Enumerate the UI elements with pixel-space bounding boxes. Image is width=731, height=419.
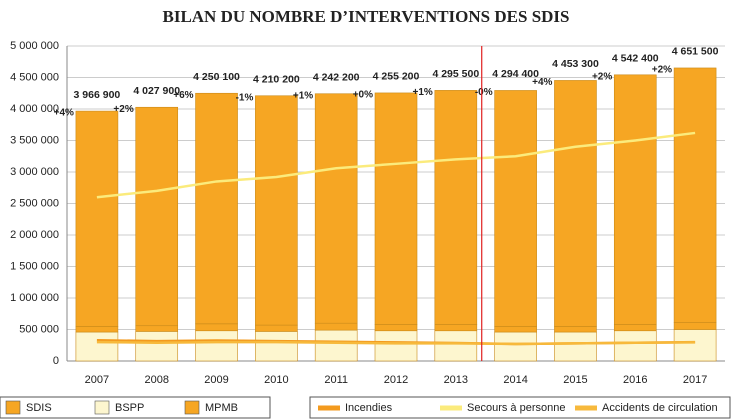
x-tick-label: 2015 (563, 374, 587, 386)
bar-segment (673, 329, 717, 362)
x-tick-label: 2007 (85, 374, 109, 386)
y-tick-label: 3 000 000 (10, 166, 59, 178)
y-tick-label: 500 000 (19, 323, 59, 335)
y-tick-label: 2 500 000 (10, 197, 59, 209)
bar-segment (374, 324, 418, 332)
bar-segment (75, 110, 119, 327)
bar-segment (434, 330, 478, 362)
legend-swatch (94, 400, 110, 415)
total-label: 4 250 100 (193, 71, 240, 83)
bar-segment (613, 324, 657, 332)
bar-segment (374, 330, 418, 362)
change-label: +0% (353, 90, 373, 101)
total-label: 4 295 500 (432, 68, 479, 80)
legend-label: Accidents de circulation (602, 402, 718, 414)
change-label: +6% (173, 90, 193, 101)
total-label: 4 027 900 (133, 85, 180, 97)
y-tick-label: 4 500 000 (10, 71, 59, 83)
legend-label: BSPP (115, 402, 144, 414)
legend-box (0, 396, 271, 419)
x-tick-label: 2012 (384, 374, 408, 386)
change-label: +4% (532, 77, 552, 88)
x-tick-label: 2011 (324, 374, 348, 386)
y-tick-label: 1 500 000 (10, 260, 59, 272)
y-tick-label: 4 000 000 (10, 103, 59, 115)
bar-segment (135, 331, 179, 362)
x-tick-label: 2017 (683, 374, 707, 386)
legend-swatch (5, 400, 21, 415)
bar-segment (494, 326, 537, 333)
total-label: 4 651 500 (672, 46, 719, 58)
bar-segment (135, 325, 179, 332)
legend-swatch (184, 400, 200, 415)
bar-segment (135, 106, 179, 327)
bar-segment (554, 80, 597, 327)
bar-segment (434, 90, 478, 325)
change-label: +1% (413, 87, 433, 98)
bar-segment (494, 90, 537, 327)
bar-segment (314, 329, 358, 362)
bar-segment (75, 326, 119, 333)
bar-segment (255, 95, 298, 326)
x-tick-label: 2010 (264, 374, 288, 386)
bar-segment (673, 67, 717, 323)
x-tick-label: 2009 (204, 374, 228, 386)
x-tick-label: 2008 (144, 374, 168, 386)
y-tick-label: 2 000 000 (10, 229, 59, 241)
y-tick-label: 0 (53, 355, 59, 367)
total-label: 4 242 200 (313, 72, 360, 84)
bar-segment (195, 323, 238, 332)
bar-segment (494, 331, 537, 362)
bar-segment (255, 331, 298, 362)
total-label: 4 255 200 (373, 71, 420, 83)
bar-segment (314, 322, 358, 331)
legend-label: MPMB (205, 402, 238, 414)
change-label: +2% (592, 71, 612, 82)
bar-segment (673, 322, 717, 330)
x-tick-label: 2013 (444, 374, 468, 386)
bar-segment (75, 331, 119, 362)
bar-segment (255, 324, 298, 332)
y-tick-label: 5 000 000 (10, 40, 59, 52)
bar-segment (195, 92, 238, 325)
change-label: +4% (54, 108, 74, 119)
x-tick-label: 2014 (503, 374, 527, 386)
bar-segment (314, 93, 358, 324)
bar-segment (554, 331, 597, 362)
bar-segment (195, 330, 238, 362)
legend-label: SDIS (26, 402, 52, 414)
change-label: +2% (652, 65, 672, 76)
total-label: 4 542 400 (612, 53, 659, 65)
line-series (96, 340, 696, 346)
total-label: 4 210 200 (253, 74, 300, 86)
bar-segment (613, 74, 657, 325)
total-label: 4 294 400 (492, 68, 539, 80)
line-series (96, 131, 696, 199)
change-label: -1% (236, 92, 254, 103)
change-label: +2% (113, 104, 133, 115)
y-tick-label: 1 000 000 (10, 292, 59, 304)
total-label: 3 966 900 (74, 89, 121, 101)
change-label: -0% (475, 87, 493, 98)
bar-segment (374, 92, 418, 325)
chart-title: BILAN DU NOMBRE D’INTERVENTIONS DES SDIS (162, 7, 569, 26)
bar-segment (554, 326, 597, 333)
legend-box (309, 396, 731, 419)
bar-segment (434, 324, 478, 332)
total-label: 4 453 300 (552, 58, 599, 70)
bar-segment (613, 330, 657, 362)
change-label: +1% (293, 90, 313, 101)
y-tick-label: 3 500 000 (10, 134, 59, 146)
legend-label: Secours à personne (467, 402, 565, 414)
x-tick-label: 2016 (623, 374, 647, 386)
legend-label: Incendies (345, 402, 393, 414)
